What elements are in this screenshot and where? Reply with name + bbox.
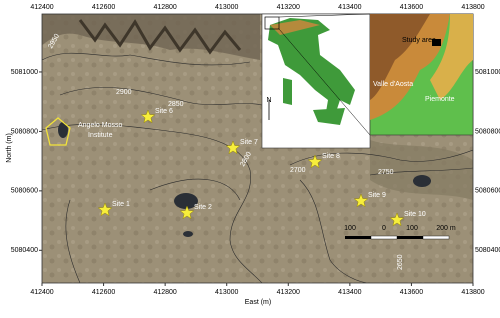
region-label: Piemonte xyxy=(425,96,455,103)
y-tick-label: 5081000 xyxy=(11,69,38,76)
scale-label: 0 xyxy=(382,225,386,232)
x-tick-label: 412400 xyxy=(30,289,53,296)
y-axis-label: North (m) xyxy=(6,133,13,163)
site-marker xyxy=(140,109,156,124)
site-label: Site 1 xyxy=(112,201,130,208)
x-tick-label: 412600 xyxy=(92,289,115,296)
y-tick-label: 5080600 xyxy=(11,188,38,195)
site-label: Site 6 xyxy=(155,108,173,115)
x-tick-label-top: 412800 xyxy=(153,4,176,11)
map-frame xyxy=(41,13,474,284)
contour-label: 2850 xyxy=(168,101,184,108)
contour-label: 2900 xyxy=(116,89,132,96)
x-tick-label: 413000 xyxy=(215,289,238,296)
site-label: Site 8 xyxy=(322,153,340,160)
x-tick-label-top: 413800 xyxy=(461,4,484,11)
site-label: Site 9 xyxy=(368,192,386,199)
site-marker xyxy=(97,202,113,217)
contour-lines xyxy=(42,52,473,283)
contour-label: 2750 xyxy=(378,169,394,176)
x-tick-label-top: 412600 xyxy=(92,4,115,11)
site-marker xyxy=(307,154,323,169)
north-arrow-label: N xyxy=(266,97,271,104)
contour-label: 2700 xyxy=(290,167,306,174)
study-area-label: Study area xyxy=(402,37,436,44)
x-tick-label-top: 413600 xyxy=(400,4,423,11)
institute-outline xyxy=(45,117,71,146)
x-tick-label: 412800 xyxy=(153,289,176,296)
y-tick-label: 5080800 xyxy=(11,128,38,135)
x-tick-label: 413800 xyxy=(461,289,484,296)
y-tick-label-right: 5081000 xyxy=(475,69,500,76)
x-tick-label-top: 412400 xyxy=(30,4,53,11)
contour-label: 2650 xyxy=(397,254,404,270)
scale-label: 200 m xyxy=(436,225,456,232)
scale-bar xyxy=(345,235,450,240)
site-label: Site 7 xyxy=(240,139,258,146)
inset xyxy=(261,13,474,149)
scale-label: 100 xyxy=(406,225,418,232)
y-tick-label-right: 5080800 xyxy=(475,128,500,135)
site-marker xyxy=(353,193,369,208)
institute-label: Angelo Mosso Institute xyxy=(78,122,122,139)
x-tick-label-top: 413200 xyxy=(277,4,300,11)
site-marker xyxy=(179,205,195,220)
x-tick-label: 413600 xyxy=(400,289,423,296)
x-tick-label-top: 413400 xyxy=(338,4,361,11)
scale-label: 100 xyxy=(344,225,356,232)
region-label: Valle d'Aosta xyxy=(373,81,413,88)
x-tick-label: 413400 xyxy=(338,289,361,296)
x-tick-label-top: 413000 xyxy=(215,4,238,11)
lakes xyxy=(58,122,431,237)
site-marker xyxy=(389,212,405,227)
x-tick-label: 413200 xyxy=(277,289,300,296)
site-label: Site 2 xyxy=(194,204,212,211)
x-axis-label: East (m) xyxy=(245,299,271,306)
y-tick-label: 5080400 xyxy=(11,247,38,254)
site-marker xyxy=(225,140,241,155)
y-tick-label-right: 5080400 xyxy=(475,247,500,254)
y-tick-label-right: 5080600 xyxy=(475,188,500,195)
site-label: Site 10 xyxy=(404,211,426,218)
